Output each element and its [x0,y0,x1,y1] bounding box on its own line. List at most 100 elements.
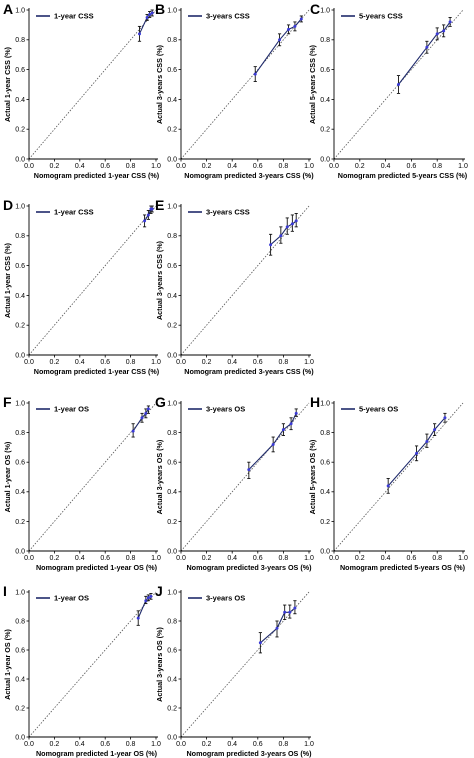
panel-letter: D [3,197,13,213]
y-tick-label: 0.8 [167,430,177,437]
data-point [425,439,429,443]
y-tick-label: 1.0 [15,7,25,14]
calibration-line [248,413,297,470]
panel-letter: G [155,394,166,410]
data-point [397,83,400,86]
y-tick-label: 0.6 [320,460,330,467]
x-tick-label: 0.6 [407,555,417,562]
y-tick-label: 0.6 [167,460,177,467]
x-tick-label: 0.2 [202,741,212,748]
legend-label: 1-year OS [54,594,89,603]
y-tick-label: 0.0 [167,352,177,359]
x-tick-label: 0.8 [126,359,136,366]
y-tick-label: 0.0 [15,352,25,359]
legend-label: 3-years OS [206,594,245,603]
data-point [293,24,297,28]
x-tick-label: 0.4 [75,555,85,562]
legend-label: 5-years CSS [359,12,403,21]
y-tick-label: 0.8 [320,37,330,44]
x-tick-label: 0.2 [50,163,60,170]
y-tick-label: 0.6 [320,67,330,74]
x-tick-label: 0.4 [75,741,85,748]
data-point [415,451,419,455]
x-tick-label: 0.6 [100,163,110,170]
y-tick-label: 0.4 [167,293,177,300]
y-tick-label: 0.2 [15,519,25,526]
x-tick-label: 0.0 [24,555,34,562]
data-point [143,219,147,223]
y-tick-label: 0.0 [15,548,25,555]
x-tick-label: 0.2 [50,741,60,748]
data-point [294,411,298,415]
x-axis-label: Nomogram predicted 3-years OS (%) [186,563,312,572]
data-point [145,15,149,19]
data-point [425,45,429,49]
data-point [271,442,275,446]
y-tick-label: 0.4 [15,97,25,104]
y-tick-label: 0.6 [15,460,25,467]
y-tick-label: 0.8 [167,618,177,625]
x-tick-label: 0.2 [202,163,212,170]
y-tick-label: 0.6 [167,263,177,270]
y-tick-label: 0.8 [15,618,25,625]
x-tick-label: 0.4 [75,359,85,366]
data-point [299,17,303,21]
data-point [144,411,148,415]
x-tick-label: 0.8 [126,163,136,170]
y-tick-label: 0.4 [320,97,330,104]
x-tick-label: 0.4 [75,163,85,170]
panel-i: I0.00.00.20.20.40.40.60.60.80.81.01.0Nom… [3,583,161,758]
y-tick-label: 1.0 [167,589,177,596]
calibration-line [132,408,149,432]
reference-diagonal-line [28,205,157,356]
panel-e: E0.00.00.20.20.40.40.60.60.80.81.01.0Nom… [155,197,314,376]
y-tick-label: 0.6 [15,67,25,74]
y-tick-label: 0.8 [167,37,177,44]
data-point [247,468,251,472]
x-tick-label: 1.0 [151,741,161,748]
x-tick-label: 1.0 [304,555,314,562]
y-tick-label: 0.8 [320,430,330,437]
x-axis-label: Nomogram predicted 5-years CSS (%) [338,171,468,180]
x-tick-label: 0.2 [50,555,60,562]
y-tick-label: 1.0 [167,203,177,210]
y-tick-label: 0.2 [167,127,177,134]
x-axis-label: Nomogram predicted 3-years CSS (%) [184,367,314,376]
x-tick-label: 0.6 [253,741,263,748]
data-point [294,219,298,223]
x-tick-label: 1.0 [304,741,314,748]
panel-letter: A [3,1,13,17]
y-tick-label: 0.2 [15,127,25,134]
legend-label: 3-years CSS [206,12,250,21]
legend-label: 5-years OS [359,405,398,414]
y-tick-label: 1.0 [320,7,330,14]
reference-diagonal-line [333,402,464,552]
panel-g: G0.00.00.20.20.40.40.60.60.80.81.01.0Nom… [155,394,314,572]
x-tick-label: 1.0 [458,555,468,562]
y-tick-label: 0.8 [15,37,25,44]
data-point [281,428,285,432]
data-point [386,484,390,488]
x-tick-label: 0.4 [227,359,237,366]
x-axis-label: Nomogram predicted 1-year OS (%) [36,749,158,758]
x-tick-label: 0.4 [381,163,391,170]
x-tick-label: 0.8 [279,359,289,366]
data-point [290,222,294,226]
x-axis-label: Nomogram predicted 3-years CSS (%) [184,171,314,180]
data-point [289,422,293,426]
y-tick-label: 0.4 [320,489,330,496]
data-point [443,416,447,420]
x-tick-label: 0.6 [253,555,263,562]
panel-letter: I [3,583,7,599]
x-tick-label: 0.8 [126,555,136,562]
y-tick-label: 0.4 [15,293,25,300]
data-point [433,428,437,432]
legend-label: 1-year CSS [54,208,94,217]
x-tick-label: 1.0 [151,163,161,170]
y-tick-label: 0.6 [167,647,177,654]
data-point [435,32,439,36]
x-tick-label: 0.2 [202,359,212,366]
y-tick-label: 0.4 [167,489,177,496]
data-point [146,213,150,217]
y-tick-label: 0.4 [167,97,177,104]
